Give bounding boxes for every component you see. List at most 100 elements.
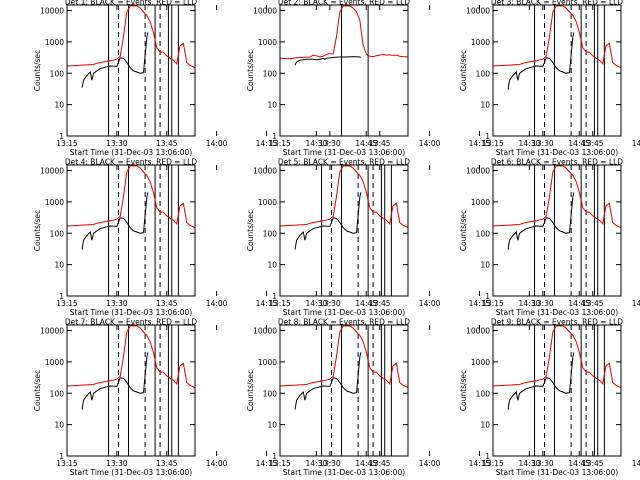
y-tick-label: 10 bbox=[480, 421, 490, 430]
plot-frame bbox=[66, 324, 196, 457]
x-tick-label: 14:30 bbox=[306, 299, 328, 308]
plot-area bbox=[280, 5, 408, 136]
panel-det-8: 13:15 13:30 13:45 14:00 14:15 14:30 14:45 1 10 10… bbox=[246, 318, 590, 478]
panel-title: Det 2: BLACK = Events, RED = LLD bbox=[278, 0, 410, 7]
x-tick-label: 14:30 bbox=[306, 139, 328, 148]
series-lld-line bbox=[280, 325, 408, 389]
x-axis-label: Start Time (31-Dec-03 13:06:00) bbox=[70, 148, 192, 157]
plot-area bbox=[67, 5, 195, 136]
y-tick-label: 1 bbox=[272, 132, 277, 141]
x-tick-label: 13:30 bbox=[319, 139, 341, 148]
series-events-line bbox=[294, 192, 362, 250]
y-tick-label: 100 bbox=[263, 69, 278, 78]
panel-det-5: 13:15 13:30 13:45 14:00 14:15 14:30 14:45 1 10 10… bbox=[246, 158, 590, 318]
x-tick-label: 14:00 bbox=[206, 139, 228, 148]
y-tick-label: 10000 bbox=[40, 7, 64, 16]
x-tick-label: 13:15 bbox=[56, 459, 78, 468]
y-tick-label: 1000 bbox=[471, 198, 490, 207]
panel-det-2: 13:15 13:30 13:45 14:00 14:15 14:30 14:45 1 10 10… bbox=[246, 0, 590, 157]
panel-title: Det 4: BLACK = Events, RED = LLD bbox=[65, 158, 197, 167]
series-lld-line bbox=[67, 5, 195, 69]
x-tick-label: 13:15 bbox=[269, 299, 291, 308]
panel-det-4: 13:15 13:30 13:45 14:00 14:15 14:30 14:45 1 10 10… bbox=[33, 158, 377, 318]
plot-area bbox=[67, 325, 195, 456]
x-tick-label: 14:45 bbox=[568, 139, 590, 148]
y-tick-label: 10000 bbox=[466, 167, 490, 176]
y-tick-label: 100 bbox=[263, 229, 278, 238]
x-tick-label: 14:00 bbox=[206, 459, 228, 468]
x-tick-label: 14:00 bbox=[419, 139, 441, 148]
plot-frame bbox=[492, 324, 622, 457]
x-tick-label: 14:00 bbox=[632, 299, 640, 308]
panel-title: Det 8: BLACK = Events, RED = LLD bbox=[278, 318, 410, 327]
y-tick-label: 1000 bbox=[471, 38, 490, 47]
x-axis-label: Start Time (31-Dec-03 13:06:00) bbox=[70, 308, 192, 317]
x-tick-label: 13:30 bbox=[106, 299, 128, 308]
panel-title: Det 1: BLACK = Events, RED = LLD bbox=[65, 0, 197, 7]
x-tick-label: 13:15 bbox=[482, 139, 504, 148]
y-tick-label: 1000 bbox=[471, 358, 490, 367]
y-tick-label: 1 bbox=[59, 132, 64, 141]
series-lld-line bbox=[493, 5, 621, 69]
x-tick-label: 14:00 bbox=[206, 299, 228, 308]
plot-area bbox=[493, 165, 621, 296]
x-tick-label: 13:15 bbox=[269, 459, 291, 468]
plot-area bbox=[493, 325, 621, 456]
series-events-line bbox=[507, 352, 575, 410]
y-tick-label: 10 bbox=[267, 101, 277, 110]
x-tick-label: 14:45 bbox=[568, 459, 590, 468]
x-tick-label: 14:00 bbox=[632, 139, 640, 148]
y-tick-label: 100 bbox=[50, 229, 65, 238]
y-tick-label: 100 bbox=[476, 69, 491, 78]
y-axis-label: Counts/sec bbox=[33, 210, 42, 251]
plot-frame bbox=[492, 4, 622, 137]
x-axis-label: Start Time (31-Dec-03 13:06:00) bbox=[496, 148, 618, 157]
y-tick-label: 1 bbox=[59, 292, 64, 301]
y-tick-label: 10 bbox=[267, 261, 277, 270]
y-axis-label: Counts/sec bbox=[459, 370, 468, 411]
x-tick-label: 13:45 bbox=[156, 139, 178, 148]
plot-frame bbox=[279, 4, 409, 137]
y-tick-label: 10000 bbox=[466, 327, 490, 336]
x-axis-label: Start Time (31-Dec-03 13:06:00) bbox=[283, 308, 405, 317]
x-tick-label: 14:15 bbox=[469, 139, 491, 148]
y-axis-label: Counts/sec bbox=[246, 210, 255, 251]
plot-area bbox=[67, 165, 195, 296]
panel-title: Det 7: BLACK = Events, RED = LLD bbox=[65, 318, 197, 327]
y-tick-label: 10000 bbox=[40, 327, 64, 336]
x-tick-label: 14:15 bbox=[469, 459, 491, 468]
x-tick-label: 13:15 bbox=[482, 459, 504, 468]
y-tick-label: 100 bbox=[263, 389, 278, 398]
x-tick-label: 14:15 bbox=[256, 459, 278, 468]
x-tick-label: 14:30 bbox=[519, 299, 541, 308]
x-axis-label: Start Time (31-Dec-03 13:06:00) bbox=[496, 468, 618, 477]
y-tick-label: 10 bbox=[54, 101, 64, 110]
panel-det-3: 13:15 13:30 13:45 14:00 14:15 14:30 14:45 1 10 10… bbox=[459, 0, 640, 157]
x-tick-label: 14:30 bbox=[306, 459, 328, 468]
x-tick-label: 13:45 bbox=[582, 459, 604, 468]
y-tick-label: 100 bbox=[476, 229, 491, 238]
x-tick-label: 13:30 bbox=[532, 459, 554, 468]
series-lld-line bbox=[493, 165, 621, 229]
series-events-line bbox=[81, 32, 149, 88]
y-tick-label: 1 bbox=[59, 452, 64, 461]
y-tick-label: 10000 bbox=[253, 167, 277, 176]
y-tick-label: 1 bbox=[485, 452, 490, 461]
x-tick-label: 13:15 bbox=[56, 299, 78, 308]
y-tick-label: 1000 bbox=[258, 38, 277, 47]
x-tick-label: 14:00 bbox=[419, 459, 441, 468]
x-tick-label: 13:45 bbox=[156, 299, 178, 308]
series-lld-line bbox=[67, 165, 195, 229]
y-axis-label: Counts/sec bbox=[459, 210, 468, 251]
x-tick-label: 13:30 bbox=[106, 139, 128, 148]
series-events-line bbox=[81, 352, 149, 410]
panel-title: Det 5: BLACK = Events, RED = LLD bbox=[278, 158, 410, 167]
x-axis-label: Start Time (31-Dec-03 13:06:00) bbox=[496, 308, 618, 317]
y-tick-label: 10000 bbox=[40, 167, 64, 176]
y-tick-label: 10000 bbox=[253, 327, 277, 336]
series-events-line bbox=[294, 352, 362, 410]
panel-title: Det 3: BLACK = Events, RED = LLD bbox=[491, 0, 623, 7]
series-lld-line bbox=[493, 325, 621, 389]
x-tick-label: 13:30 bbox=[319, 299, 341, 308]
y-axis-label: Counts/sec bbox=[246, 370, 255, 411]
